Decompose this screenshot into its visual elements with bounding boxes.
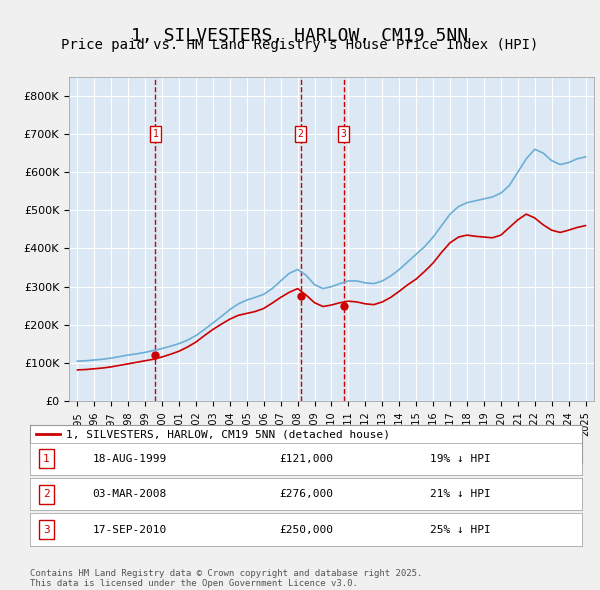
Text: 2: 2	[298, 129, 304, 139]
Text: 19% ↓ HPI: 19% ↓ HPI	[430, 454, 491, 464]
Text: Price paid vs. HM Land Registry's House Price Index (HPI): Price paid vs. HM Land Registry's House …	[61, 38, 539, 53]
Text: Contains HM Land Registry data © Crown copyright and database right 2025.: Contains HM Land Registry data © Crown c…	[30, 569, 422, 578]
Text: This data is licensed under the Open Government Licence v3.0.: This data is licensed under the Open Gov…	[30, 579, 358, 588]
Text: 3: 3	[43, 525, 50, 535]
Text: 1, SILVESTERS, HARLOW, CM19 5NN: 1, SILVESTERS, HARLOW, CM19 5NN	[131, 27, 469, 45]
Text: 1, SILVESTERS, HARLOW, CM19 5NN (detached house): 1, SILVESTERS, HARLOW, CM19 5NN (detache…	[66, 430, 390, 440]
Text: HPI: Average price, detached house, Harlow: HPI: Average price, detached house, Harl…	[66, 448, 349, 458]
Text: 3: 3	[341, 129, 346, 139]
Text: £121,000: £121,000	[279, 454, 333, 464]
Text: 17-SEP-2010: 17-SEP-2010	[92, 525, 166, 535]
Text: 1: 1	[43, 454, 50, 464]
Text: 21% ↓ HPI: 21% ↓ HPI	[430, 489, 491, 499]
Text: £276,000: £276,000	[279, 489, 333, 499]
Text: 2: 2	[43, 489, 50, 499]
Text: £250,000: £250,000	[279, 525, 333, 535]
Text: 18-AUG-1999: 18-AUG-1999	[92, 454, 166, 464]
Text: 25% ↓ HPI: 25% ↓ HPI	[430, 525, 491, 535]
Text: 1: 1	[152, 129, 158, 139]
Text: 03-MAR-2008: 03-MAR-2008	[92, 489, 166, 499]
